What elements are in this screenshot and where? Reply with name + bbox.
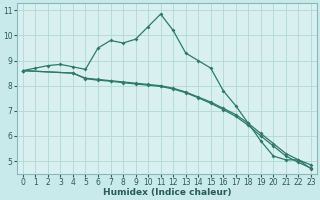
X-axis label: Humidex (Indice chaleur): Humidex (Indice chaleur)	[103, 188, 231, 197]
